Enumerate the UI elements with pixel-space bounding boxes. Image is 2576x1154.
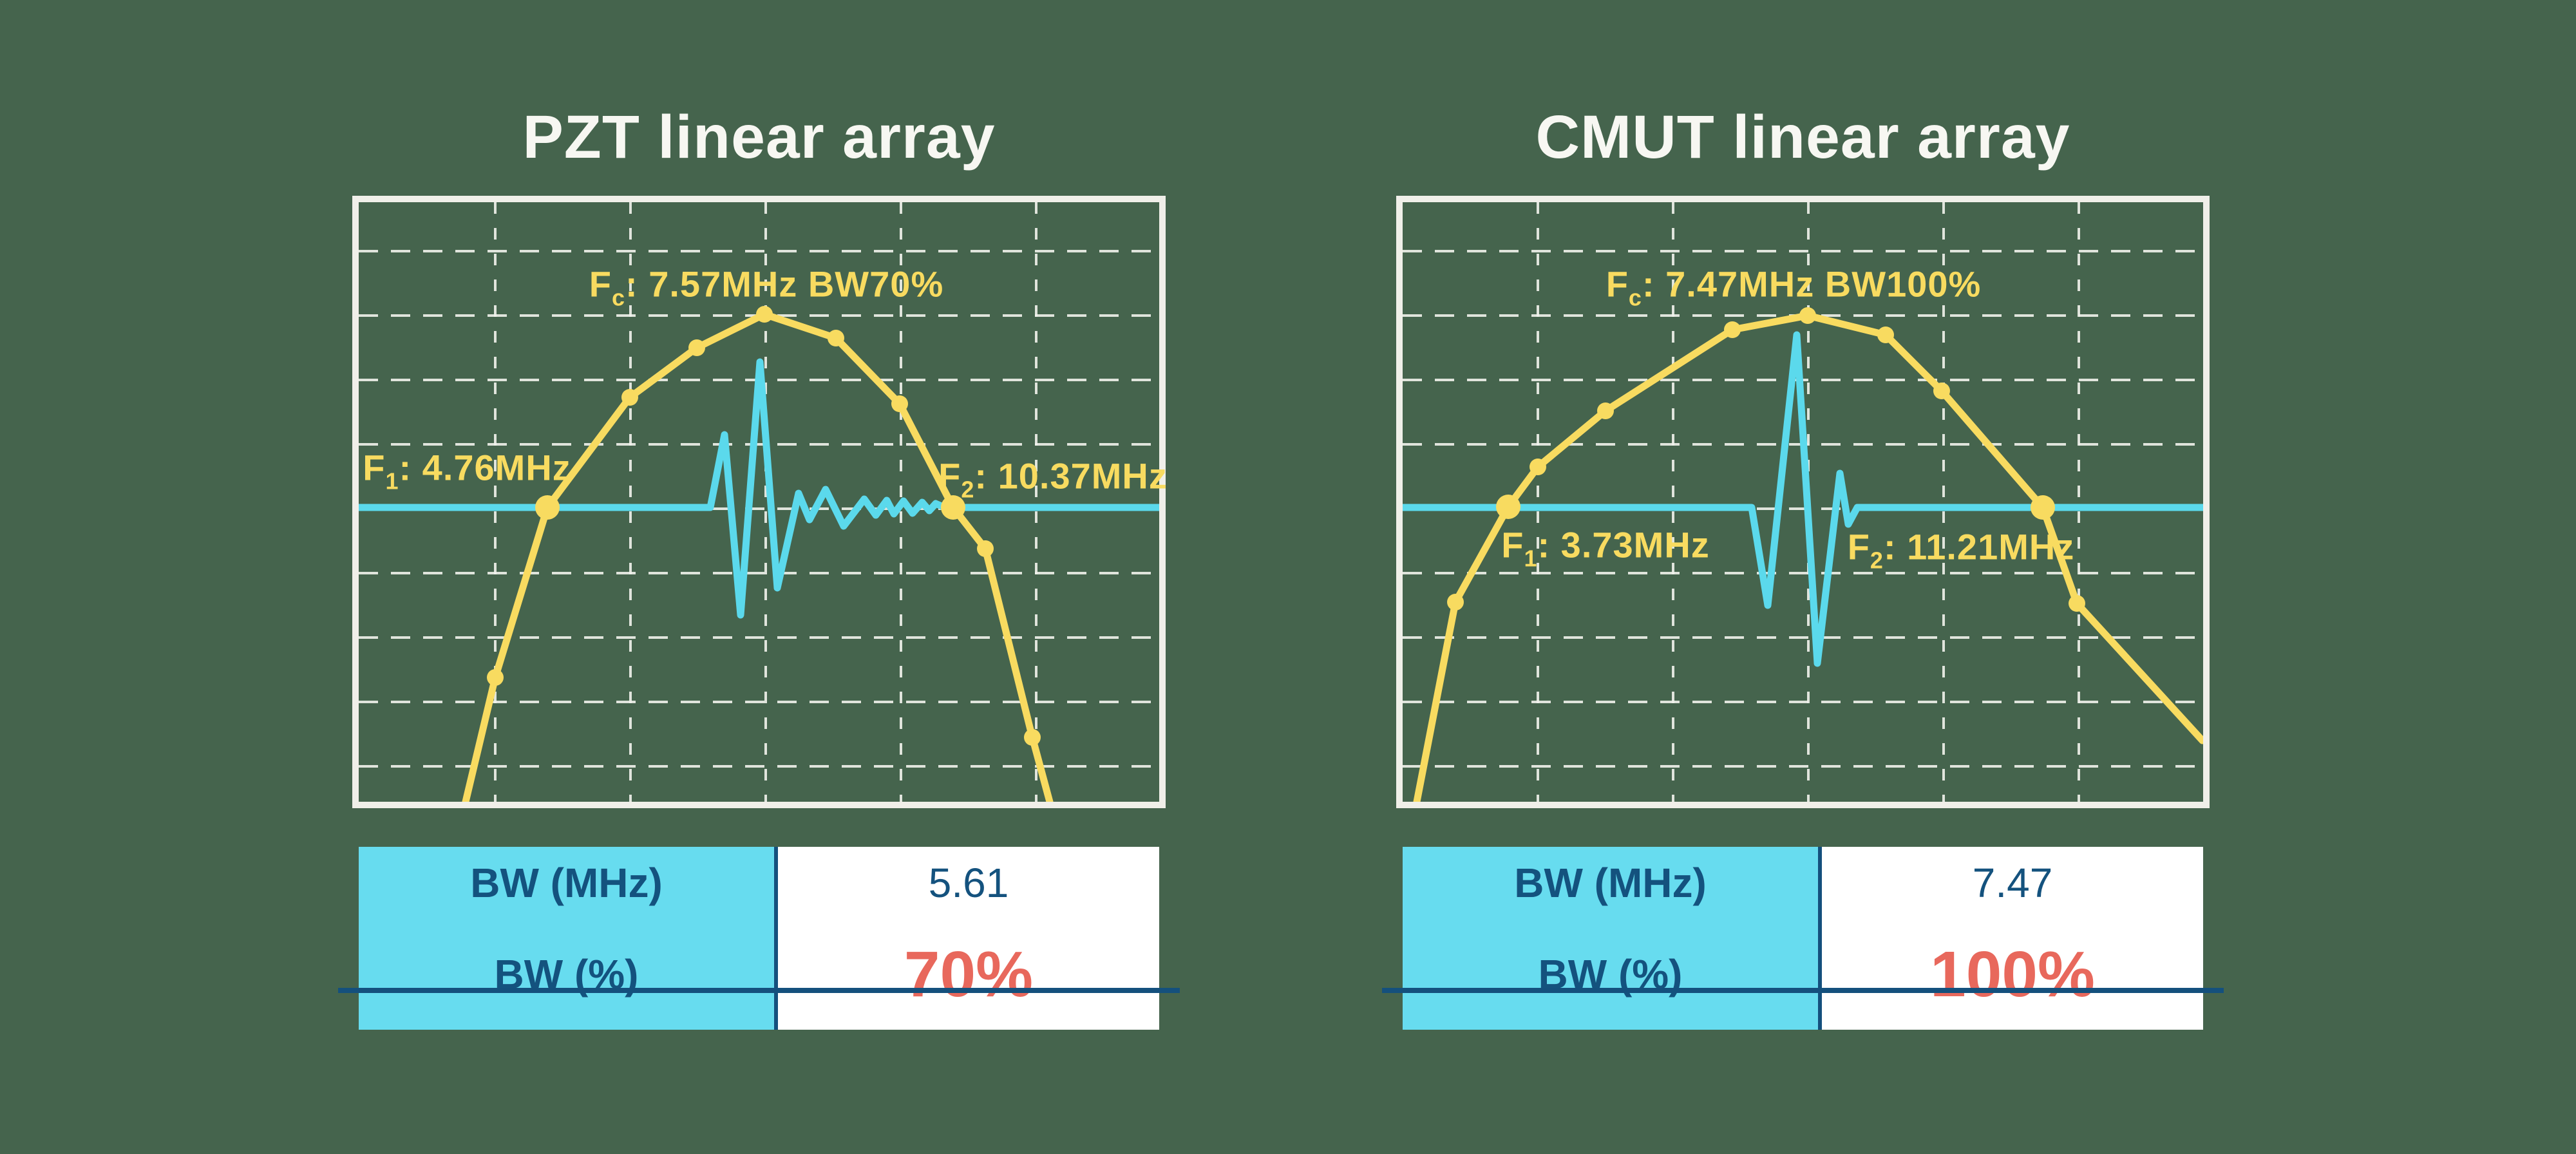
f2-label-sub: 2 bbox=[961, 476, 975, 503]
table-row: BW (MHz) 5.61 bbox=[359, 847, 1159, 919]
fc-label-sub: c bbox=[611, 284, 626, 311]
pzt-fc-annotation: Fc: 7.57MHz BW70% bbox=[589, 263, 944, 311]
cmut-plot-area: Fc: 7.47MHz BW100% F1: 3.73MHz F2: 11.21… bbox=[1396, 196, 2210, 808]
fc-label-value: : 7.47MHz BW100% bbox=[1642, 263, 1982, 305]
f2-label-f: F bbox=[938, 455, 961, 497]
pzt-f1-annotation: F1: 4.76MHz bbox=[363, 447, 571, 495]
f1-label-sub: 1 bbox=[385, 468, 399, 495]
cmut-bw-mhz-value: 7.47 bbox=[1818, 847, 2203, 919]
cmut-f2-annotation: F2: 11.21MHz bbox=[1847, 526, 2075, 574]
fc-label-f: F bbox=[1605, 263, 1629, 305]
pzt-bw-mhz-value: 5.61 bbox=[774, 847, 1159, 919]
chart-title-pzt: PZT linear array bbox=[522, 103, 996, 171]
cmut-f1-annotation: F1: 3.73MHz bbox=[1501, 524, 1710, 572]
table-row-divider bbox=[1382, 988, 2224, 993]
f1-label-f: F bbox=[1501, 524, 1524, 565]
f2-label-f: F bbox=[1847, 526, 1870, 567]
f2-label-sub: 2 bbox=[1870, 547, 1884, 574]
pzt-chart-canvas bbox=[359, 202, 1159, 802]
table-row: BW (MHz) 7.47 bbox=[1403, 847, 2203, 919]
cmut-chart-canvas bbox=[1403, 202, 2203, 802]
pzt-bw-mhz-label: BW (MHz) bbox=[359, 847, 774, 919]
pzt-bw-percent-label: BW (%) bbox=[359, 919, 774, 1030]
pzt-plot-area: Fc: 7.57MHz BW70% F1: 4.76MHz F2: 10.37M… bbox=[352, 196, 1168, 808]
cmut-bw-percent-value: 100% bbox=[1818, 919, 2203, 1030]
table-row-divider bbox=[338, 988, 1180, 993]
f1-label-f: F bbox=[363, 447, 386, 488]
f1-label-value: : 4.76MHz bbox=[399, 447, 571, 488]
cmut-bw-percent-label: BW (%) bbox=[1403, 919, 1818, 1030]
f1-label-value: : 3.73MHz bbox=[1537, 524, 1710, 565]
pzt-f2-annotation: F2: 10.37MHz bbox=[938, 455, 1168, 503]
cmut-bw-mhz-label: BW (MHz) bbox=[1403, 847, 1818, 919]
pzt-bandwidth-table: BW (MHz) 5.61 BW (%) 70% bbox=[338, 847, 1180, 1030]
f2-label-value: : 11.21MHz bbox=[1883, 526, 2075, 567]
cmut-bandwidth-table: BW (MHz) 7.47 BW (%) 100% bbox=[1382, 847, 2224, 1030]
cmut-fc-annotation: Fc: 7.47MHz BW100% bbox=[1605, 263, 1982, 311]
f2-label-value: : 10.37MHz bbox=[974, 455, 1168, 497]
pzt-bw-percent-value: 70% bbox=[774, 919, 1159, 1030]
table-row: BW (%) 70% bbox=[359, 919, 1159, 1030]
chart-title-cmut: CMUT linear array bbox=[1535, 103, 2070, 171]
f1-label-sub: 1 bbox=[1524, 545, 1538, 572]
fc-label-sub: c bbox=[1628, 284, 1642, 311]
fc-label-f: F bbox=[589, 263, 612, 305]
fc-label-value: : 7.57MHz BW70% bbox=[625, 263, 944, 305]
table-row: BW (%) 100% bbox=[1403, 919, 2203, 1030]
